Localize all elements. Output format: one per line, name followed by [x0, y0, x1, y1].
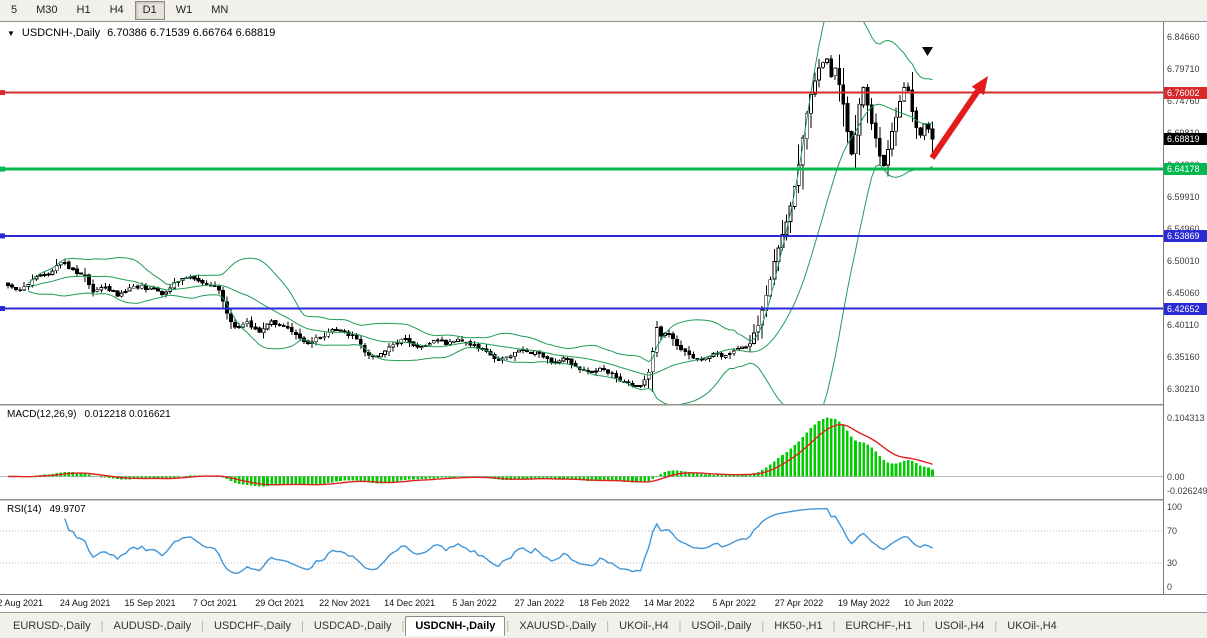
price-axis-tick: 6.54960 [1167, 223, 1200, 234]
horizontal-line-6.76002[interactable] [0, 90, 1163, 96]
date-label: 10 Jun 2022 [904, 598, 954, 608]
chart-title: ▼ USDCNH-,Daily 6.70386 6.71539 6.66764 … [7, 27, 275, 39]
date-label: 27 Jan 2022 [514, 598, 565, 608]
tab-divider: | [678, 619, 682, 632]
date-label: 14 Dec 2021 [384, 598, 436, 608]
rsi-axis-tick: 30 [1167, 558, 1178, 568]
hline-price-badge-6.53869[interactable]: 6.53869 [1164, 229, 1207, 242]
macd-values: 0.012218 0.016621 [84, 409, 171, 420]
timeframe-button-d1[interactable]: D1 [134, 1, 165, 20]
price-axis-tick: 6.35160 [1167, 352, 1200, 362]
price-axis[interactable]: 6.846606.797106.747606.698106.648606.599… [1163, 22, 1207, 594]
date-label: 27 Apr 2022 [774, 598, 824, 608]
timeframe-button-5[interactable]: 5 [11, 4, 18, 16]
panel-separator[interactable] [0, 404, 1207, 406]
timeframe-button-h1[interactable]: H1 [76, 4, 91, 16]
price-axis-tick: 6.59910 [1167, 191, 1200, 202]
date-label: 19 May 2022 [837, 598, 890, 608]
date-label: 5 Apr 2022 [712, 598, 756, 608]
chart-tab-ukoil-h4[interactable]: UKOil-,H4 [1007, 619, 1057, 632]
tab-divider: | [832, 619, 836, 632]
rsi-value: 49.9707 [49, 504, 86, 515]
current-price-badge: 6.68819 [1164, 133, 1207, 146]
timeframe-button-mn[interactable]: MN [211, 4, 229, 16]
chart-symbol-period: USDCNH-,Daily [21, 27, 101, 39]
date-label: 5 Jan 2022 [452, 598, 497, 608]
chart-tab-ukoil-h4[interactable]: UKOil-,H4 [619, 619, 669, 632]
down-arrow-marker-icon[interactable] [922, 47, 933, 56]
chart-tab-xauusd-daily[interactable]: XAUUSD-,Daily [519, 619, 597, 632]
tab-divider: | [761, 619, 765, 632]
tab-divider: | [201, 619, 204, 632]
chart-tab-usoil-h4[interactable]: USOil-,H4 [934, 619, 985, 632]
chart-tab-eurusd-daily[interactable]: EURUSD-,Daily [13, 619, 91, 632]
price-axis-tick: 6.84660 [1167, 31, 1200, 42]
chart-tab-usdchf-daily[interactable]: USDCHF-,Daily [213, 619, 291, 632]
tab-divider: | [100, 619, 104, 632]
macd-axis-tick: 0.104313 [1167, 412, 1205, 423]
chart-workspace: ▼ USDCNH-,Daily 6.70386 6.71539 6.66764 … [0, 22, 1207, 638]
date-label: 18 Feb 2022 [579, 598, 630, 608]
price-axis-tick: 6.40110 [1167, 319, 1199, 330]
date-label: 14 Mar 2022 [643, 598, 695, 608]
time-axis[interactable]: 2 Aug 2021 24 Aug 2021 15 Sep 2021 7 Oct 20… [0, 594, 1207, 612]
hline-price-badge-6.42652[interactable]: 6.42652 [1164, 302, 1207, 315]
rsi-axis-tick: 0 [1167, 582, 1173, 592]
tab-divider: | [401, 619, 405, 632]
date-label: 2 Aug 2021 [0, 598, 43, 608]
horizontal-line-6.53869[interactable] [0, 233, 1163, 239]
chart-area[interactable]: ▼ USDCNH-,Daily 6.70386 6.71539 6.66764 … [0, 22, 1207, 594]
chart-tab-usdcnh-daily[interactable]: USDCNH-,Daily [405, 615, 506, 636]
hline-price-badge-6.64178[interactable]: 6.64178 [1164, 163, 1207, 176]
rsi-indicator-label: RSI(14) 49.9707 [7, 504, 86, 515]
macd-panel-canvas[interactable] [0, 406, 1163, 499]
date-label: 22 Nov 2021 [319, 598, 371, 608]
tab-divider: | [300, 619, 304, 632]
price-axis-tick: 6.79710 [1167, 63, 1200, 74]
hline-price-badge-6.76002[interactable]: 6.76002 [1164, 86, 1207, 99]
tab-divider: | [922, 619, 925, 632]
trend-arrow-annotation[interactable] [929, 76, 988, 160]
macd-name: MACD(12,26,9) [7, 409, 77, 420]
rsi-axis-tick: 100 [1167, 502, 1183, 512]
timeframe-toolbar: 5 M30 H1 H4 D1 W1 MN [0, 0, 1207, 22]
date-label: 15 Sep 2021 [124, 598, 176, 608]
date-label: 7 Oct 2021 [192, 598, 237, 608]
chart-tab-audusd-daily[interactable]: AUDUSD-,Daily [113, 619, 192, 632]
timeframe-button-m30[interactable]: M30 [36, 4, 58, 16]
date-label: 29 Oct 2021 [255, 598, 305, 608]
macd-axis-tick: -0.026249 [1167, 486, 1207, 497]
timeframe-button-h4[interactable]: H4 [109, 4, 124, 16]
macd-indicator-label: MACD(12,26,9) 0.012218 0.016621 [7, 409, 171, 420]
tab-divider: | [994, 619, 998, 632]
symbol-dropdown-triangle-icon[interactable]: ▼ [7, 28, 15, 38]
rsi-panel-canvas[interactable] [0, 501, 1163, 594]
timeframe-button-w1[interactable]: W1 [175, 4, 193, 16]
tab-divider: | [506, 619, 510, 632]
price-axis-tick: 6.69810 [1167, 128, 1200, 138]
price-axis-tick: 6.50010 [1167, 255, 1200, 266]
chart-tab-eurchf-h1[interactable]: EURCHF-,H1 [845, 619, 913, 632]
panel-separator[interactable] [0, 499, 1207, 501]
macd-axis-tick: 0.00 [1167, 471, 1185, 482]
horizontal-line-6.42652[interactable] [0, 306, 1163, 311]
horizontal-line-6.64178[interactable] [0, 166, 1163, 172]
chart-ohlc-values: 6.70386 6.71539 6.66764 6.68819 [107, 27, 276, 39]
price-axis-tick: 6.74760 [1167, 95, 1200, 106]
price-axis-tick: 6.45060 [1167, 287, 1200, 298]
rsi-name: RSI(14) [7, 504, 42, 515]
rsi-axis-tick: 70 [1167, 526, 1178, 536]
chart-tabs-bar: EURUSD-,Daily | AUDUSD-,Daily | USDCHF-,Dail… [0, 612, 1207, 638]
tab-divider: | [606, 619, 610, 632]
price-axis-tick: 6.30210 [1167, 384, 1200, 394]
date-label: 24 Aug 2021 [59, 598, 111, 608]
price-panel-canvas[interactable] [0, 22, 1163, 404]
chart-tab-hk50-h1[interactable]: HK50-,H1 [774, 619, 823, 632]
chart-tab-usdcad-daily[interactable]: USDCAD-,Daily [313, 619, 392, 632]
chart-tab-usoil-daily[interactable]: USOil-,Daily [691, 619, 752, 632]
